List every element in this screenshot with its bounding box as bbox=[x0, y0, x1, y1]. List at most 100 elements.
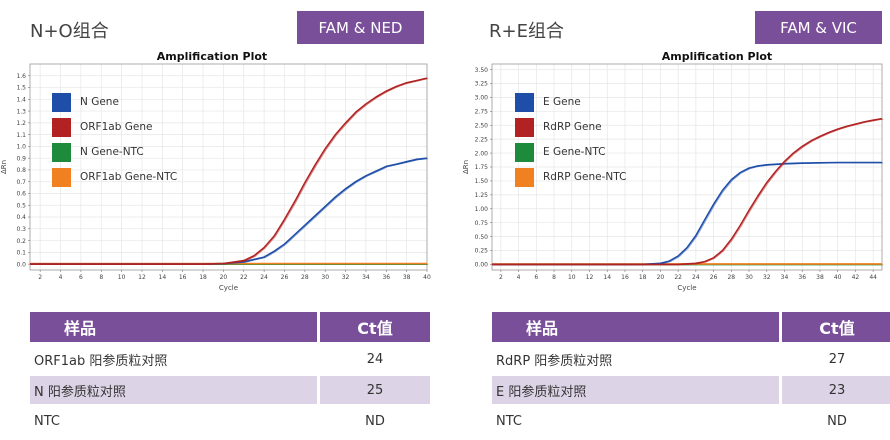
y-tick-label: 0.5 bbox=[16, 202, 26, 209]
x-tick-label: 10 bbox=[118, 274, 126, 281]
x-tick-label: 26 bbox=[281, 274, 289, 281]
x-tick-label: 14 bbox=[603, 274, 611, 281]
amplification-plot: 0.00 0.25 0.50 0.75 1.00 1.25 1.50 1.75 2.00 2.25… bbox=[462, 63, 884, 292]
header-ct: Ct值 bbox=[779, 312, 890, 344]
sample-cell: NTC bbox=[30, 404, 319, 435]
x-tick-label: 28 bbox=[301, 274, 309, 281]
legend-label: RdRP Gene-NTC bbox=[543, 171, 627, 183]
x-tick-label: 30 bbox=[321, 274, 329, 281]
table-row: RdRP 阳参质粒对照 27 bbox=[492, 342, 890, 375]
legend-label: E Gene-NTC bbox=[543, 146, 606, 158]
y-tick-label: 1.25 bbox=[475, 192, 489, 199]
y-tick-label: 3.00 bbox=[475, 95, 489, 102]
legend-label: N Gene-NTC bbox=[80, 146, 144, 158]
series-line-replicate bbox=[493, 162, 884, 266]
y-tick-label: 0.50 bbox=[475, 234, 489, 241]
x-tick-label: 8 bbox=[99, 274, 103, 281]
legend-label: RdRP Gene bbox=[543, 121, 602, 133]
legend-swatch bbox=[515, 92, 534, 112]
x-tick-label: 6 bbox=[534, 274, 538, 281]
chart-title: Amplification Plot bbox=[156, 50, 268, 63]
ct-cell: 24 bbox=[317, 342, 430, 375]
y-tick-label: 0.7 bbox=[16, 179, 26, 186]
x-tick-label: 44 bbox=[869, 274, 877, 281]
ct-table: 样品 Ct值 RdRP 阳参质粒对照 27 E 阳参质粒对照 23 NTC ND bbox=[492, 312, 890, 435]
legend-item: E Gene-NTC bbox=[515, 142, 626, 162]
legend-swatch bbox=[515, 117, 534, 137]
x-tick-label: 18 bbox=[199, 274, 207, 281]
x-tick-label: 16 bbox=[621, 274, 629, 281]
x-tick-label: 16 bbox=[179, 274, 187, 281]
legend-label: N Gene bbox=[80, 96, 119, 108]
plot-frame bbox=[29, 63, 428, 271]
dye-badge: FAM & VIC bbox=[755, 11, 882, 44]
y-tick-label: 0.8 bbox=[16, 167, 26, 174]
y-tick-label: 1.0 bbox=[16, 144, 26, 151]
x-tick-label: 32 bbox=[763, 274, 771, 281]
x-tick-label: 6 bbox=[79, 274, 83, 281]
x-tick-label: 22 bbox=[674, 274, 682, 281]
y-tick-label: 1.1 bbox=[16, 132, 26, 139]
sample-cell: N 阳参质粒对照 bbox=[30, 373, 319, 406]
x-axis-label: Cycle bbox=[677, 284, 696, 292]
panel-title: R+E组合 bbox=[489, 21, 564, 42]
amplification-plot: 0.0 0.1 0.2 0.3 0.4 0.5 0.6 0.7 0.8 0.9 1.0 1.1 1.2 1… bbox=[0, 63, 431, 292]
x-tick-label: 20 bbox=[657, 274, 665, 281]
legend-swatch bbox=[52, 92, 71, 112]
chart-title: Amplification Plot bbox=[661, 50, 773, 63]
table-header: 样品 Ct值 bbox=[492, 312, 890, 344]
table-row: NTC ND bbox=[492, 404, 890, 435]
y-tick-label: 2.75 bbox=[475, 109, 489, 116]
y-axis-label: ΔRn bbox=[462, 160, 470, 174]
y-tick-label: 0.1 bbox=[16, 250, 26, 257]
x-tick-label: 12 bbox=[586, 274, 594, 281]
y-tick-label: 1.3 bbox=[16, 108, 26, 115]
x-tick-label: 40 bbox=[834, 274, 842, 281]
y-tick-label: 0.6 bbox=[16, 191, 26, 198]
x-tick-label: 32 bbox=[342, 274, 350, 281]
y-tick-label: 1.6 bbox=[16, 73, 26, 80]
legend-label: E Gene bbox=[543, 96, 581, 108]
sample-cell: NTC bbox=[492, 404, 781, 435]
series-line-replicate bbox=[31, 78, 429, 265]
y-tick-label: 1.75 bbox=[475, 164, 489, 171]
panel-title: N+O组合 bbox=[30, 21, 109, 42]
legend-item: RdRP Gene bbox=[515, 117, 626, 137]
chart-legend: N Gene ORF1ab Gene N Gene-NTC ORF1ab Gen… bbox=[52, 92, 177, 192]
x-tick-label: 30 bbox=[745, 274, 753, 281]
sample-cell: RdRP 阳参质粒对照 bbox=[492, 342, 781, 375]
y-tick-label: 1.00 bbox=[475, 206, 489, 213]
x-axis-label: Cycle bbox=[219, 284, 238, 292]
header-sample: 样品 bbox=[492, 312, 781, 344]
legend-item: N Gene bbox=[52, 92, 177, 112]
x-tick-label: 4 bbox=[59, 274, 63, 281]
legend-item: ORF1ab Gene-NTC bbox=[52, 167, 177, 187]
x-tick-label: 22 bbox=[240, 274, 248, 281]
legend-item: ORF1ab Gene bbox=[52, 117, 177, 137]
y-tick-label: 3.25 bbox=[475, 81, 489, 88]
x-tick-label: 28 bbox=[727, 274, 735, 281]
x-tick-label: 24 bbox=[692, 274, 700, 281]
x-tick-label: 10 bbox=[568, 274, 576, 281]
y-tick-label: 1.50 bbox=[475, 178, 489, 185]
x-tick-label: 40 bbox=[423, 274, 431, 281]
dye-badge: FAM & NED bbox=[297, 11, 424, 44]
y-tick-label: 0.9 bbox=[16, 155, 26, 162]
table-row: ORF1ab 阳参质粒对照 24 bbox=[30, 342, 430, 375]
legend-swatch bbox=[515, 142, 534, 162]
y-tick-label: 2.00 bbox=[475, 150, 489, 157]
y-tick-label: 0.2 bbox=[16, 238, 26, 245]
x-tick-label: 34 bbox=[781, 274, 789, 281]
series-line bbox=[30, 157, 428, 265]
panel-n-o: N+O组合 FAM & NED Amplification Plot 0.0 0.… bbox=[0, 0, 431, 440]
table-row: NTC ND bbox=[30, 404, 430, 435]
sample-cell: E 阳参质粒对照 bbox=[492, 373, 781, 406]
y-tick-label: 1.2 bbox=[16, 120, 26, 127]
legend-swatch bbox=[515, 167, 534, 187]
chart-legend: E Gene RdRP Gene E Gene-NTC RdRP Gene-NT… bbox=[515, 92, 626, 192]
sample-cell: ORF1ab 阳参质粒对照 bbox=[30, 342, 319, 375]
y-axis-label: ΔRn bbox=[0, 160, 8, 174]
x-tick-label: 24 bbox=[260, 274, 268, 281]
x-tick-label: 4 bbox=[517, 274, 521, 281]
x-tick-label: 34 bbox=[362, 274, 370, 281]
